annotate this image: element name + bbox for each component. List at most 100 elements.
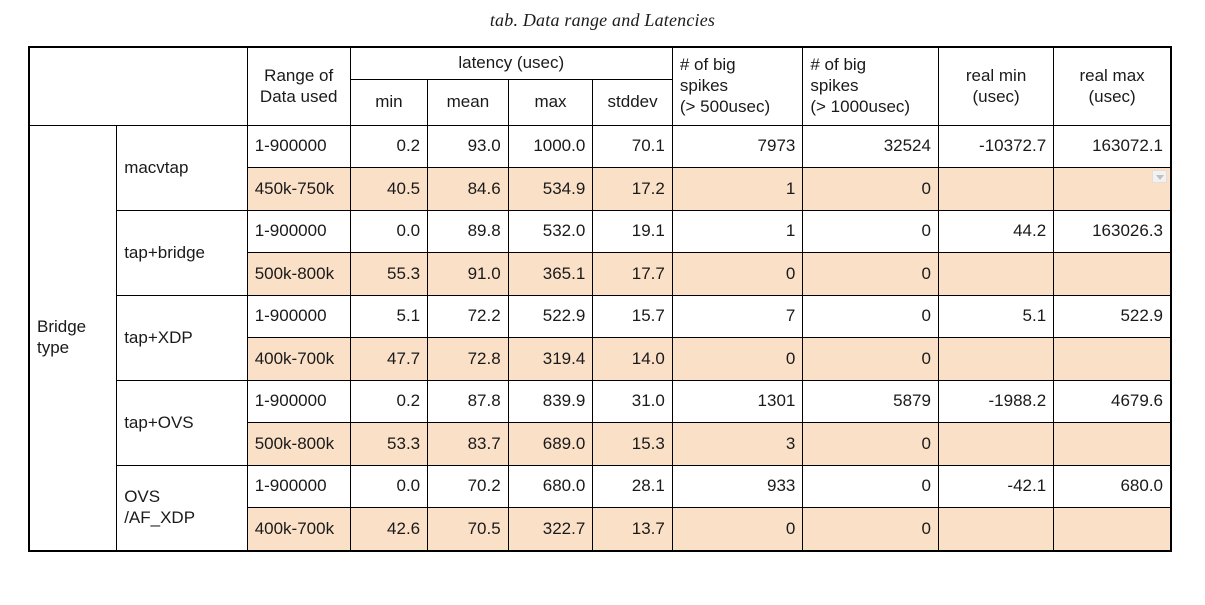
header-spikes500-line2: spikes	[679, 76, 729, 96]
cell-spikes-1000: 0	[802, 422, 939, 466]
cell-latency-mean: 84.6	[427, 167, 509, 211]
header-latency-mean: mean	[427, 79, 509, 126]
header-latency-stddev: stddev	[592, 79, 673, 126]
cell-latency-stddev: 70.1	[592, 125, 673, 168]
cell-spikes-1000: 0	[802, 295, 939, 338]
table-row: OVS/AF_XDP 1-900000 0.0 70.2 680.0 28.1 933 0 -4…	[29, 465, 1172, 552]
cell-real-min	[937, 507, 1055, 552]
cell-real-max: 163072.1	[1053, 125, 1172, 168]
cell-latency-max: 1000.0	[507, 125, 594, 168]
cell-real-max	[1053, 337, 1172, 381]
table-row: 500k-800k 53.3 83.7 689.0 15.3 3 0	[29, 422, 1172, 466]
header-row-2: min mean max stddev	[29, 79, 1171, 126]
cell-latency-max: 322.7	[507, 507, 594, 552]
cell-range: 1-900000	[246, 380, 351, 423]
cell-latency-max: 689.0	[507, 422, 594, 466]
group-label-macvtap: macvtap	[116, 125, 248, 211]
cell-spikes-500: 0	[671, 252, 804, 296]
cell-latency-max: 319.4	[507, 337, 594, 381]
cell-latency-mean: 91.0	[427, 252, 509, 296]
cell-range: 400k-700k	[246, 337, 351, 381]
header-range-line1: Range of	[264, 65, 334, 85]
cell-real-max: 522.9	[1053, 295, 1172, 338]
cell-spikes-500: 7973	[671, 125, 804, 168]
cell-latency-mean: 83.7	[427, 422, 509, 466]
cell-latency-mean: 70.2	[427, 465, 509, 508]
cell-latency-mean: 70.5	[427, 507, 509, 552]
row-header-bridge-type: Bridge type	[28, 125, 118, 552]
cell-spikes-500: 7	[671, 295, 804, 338]
cell-real-min: -10372.7	[937, 125, 1055, 168]
cell-range: 500k-800k	[246, 252, 351, 296]
cell-latency-stddev: 19.1	[592, 210, 673, 253]
cell-latency-min: 55.3	[349, 252, 429, 296]
cell-spikes-1000: 0	[802, 465, 939, 508]
cell-latency-stddev: 31.0	[592, 380, 673, 423]
cell-range: 1-900000	[246, 295, 351, 338]
header-latency-min: min	[349, 79, 429, 126]
cell-latency-min: 0.2	[349, 125, 429, 168]
cell-real-max: 680.0	[1053, 465, 1172, 508]
cell-spikes-500: 3	[671, 422, 804, 466]
cell-real-max	[1053, 167, 1172, 211]
header-spikes1000-line1: # of big	[810, 55, 867, 75]
cell-latency-mean: 87.8	[427, 380, 509, 423]
cell-latency-mean: 72.8	[427, 337, 509, 381]
cell-latency-min: 5.1	[349, 295, 429, 338]
cell-real-max	[1053, 507, 1172, 552]
table-caption: tab. Data range and Latencies	[489, 10, 716, 30]
bridge-type-line2: type	[37, 338, 70, 357]
header-range-line2: Data used	[259, 86, 338, 106]
group-label-tap-ovs: tap+OVS	[116, 380, 248, 466]
group-label-line1: tap+OVS	[124, 412, 194, 432]
cell-spikes-1000: 0	[802, 507, 939, 552]
cell-latency-stddev: 17.2	[592, 167, 673, 211]
cell-latency-stddev: 15.7	[592, 295, 673, 338]
cell-real-max	[1053, 422, 1172, 466]
cell-real-min	[937, 422, 1055, 466]
cell-range: 450k-750k	[246, 167, 351, 211]
header-real-min-line2: (usec)	[972, 86, 1020, 106]
cell-spikes-1000: 0	[802, 210, 939, 253]
cell-range: 1-900000	[246, 210, 351, 253]
cell-real-min	[937, 252, 1055, 296]
table-row: 400k-700k 42.6 70.5 322.7 13.7 0 0	[29, 507, 1172, 552]
cell-latency-min: 0.0	[349, 465, 429, 508]
cell-spikes-500: 0	[671, 507, 804, 552]
cell-latency-max: 839.9	[507, 380, 594, 423]
group-label-line1: macvtap	[124, 157, 189, 177]
cell-spikes-500: 1301	[671, 380, 804, 423]
group-label-line1: OVS	[124, 487, 161, 507]
cell-range: 1-900000	[246, 125, 351, 168]
cell-latency-mean: 93.0	[427, 125, 509, 168]
cell-latency-min: 0.0	[349, 210, 429, 253]
header-real-max-line2: (usec)	[1088, 86, 1136, 106]
header-spikes500-line1: # of big	[679, 55, 736, 75]
cell-real-min: -1988.2	[937, 380, 1055, 423]
cell-spikes-1000: 32524	[802, 125, 939, 168]
header-range-of-data: Range of Data used	[246, 46, 351, 126]
cell-latency-min: 47.7	[349, 337, 429, 381]
header-spikes500-line3: (> 500usec)	[679, 96, 771, 116]
cell-latency-stddev: 28.1	[592, 465, 673, 508]
cell-spikes-500: 933	[671, 465, 804, 508]
cell-latency-min: 42.6	[349, 507, 429, 552]
table-row: 450k-750k 40.5 84.6 534.9 17.2 1 0	[29, 167, 1172, 211]
header-spikes1000-line3: (> 1000usec)	[810, 96, 911, 116]
header-latency-group: latency (usec)	[349, 46, 673, 80]
table-row: tap+bridge 1-900000 0.0 89.8 532.0 19.1 1 0 44.2…	[29, 210, 1172, 296]
chevron-down-icon[interactable]	[1152, 170, 1167, 183]
cell-real-max: 163026.3	[1053, 210, 1172, 253]
cell-spikes-1000: 5879	[802, 380, 939, 423]
header-spikes1000-line2: spikes	[810, 76, 859, 96]
group-label-line2: /AF_XDP	[124, 508, 196, 527]
cell-latency-max: 365.1	[507, 252, 594, 296]
cell-spikes-1000: 0	[802, 337, 939, 381]
cell-spikes-500: 1	[671, 210, 804, 253]
table-row: tap+XDP 1-900000 5.1 72.2 522.9 15.7 7 0 5.1 522.…	[29, 295, 1172, 381]
header-big-spikes-500: # of big spikes (> 500usec)	[671, 46, 804, 126]
cell-latency-stddev: 13.7	[592, 507, 673, 552]
cell-range: 500k-800k	[246, 422, 351, 466]
cell-real-min: 5.1	[937, 295, 1055, 338]
cell-spikes-500: 0	[671, 337, 804, 381]
